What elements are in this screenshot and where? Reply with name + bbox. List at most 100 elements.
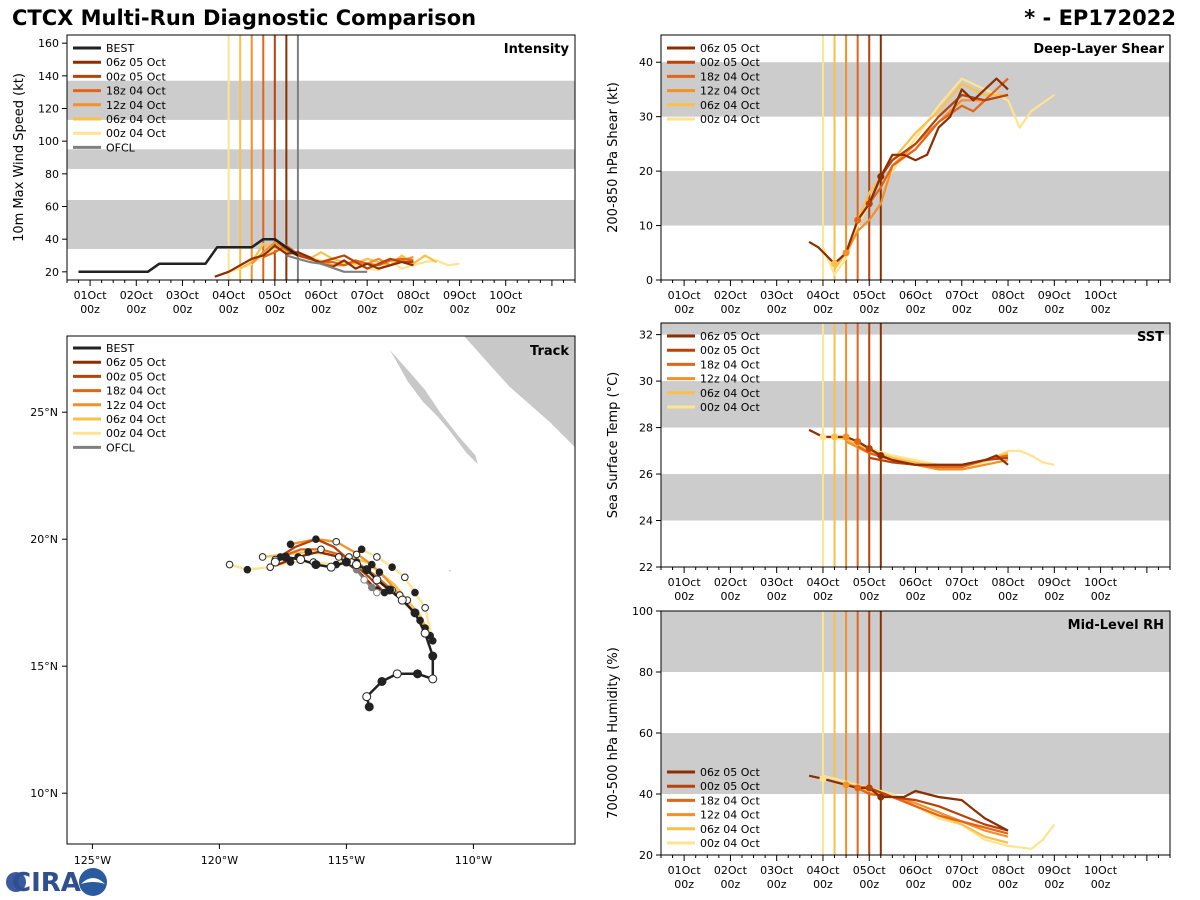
sst-xtick-label-hour: 00z [1091, 590, 1111, 603]
intensity-legend-label: 12z 04 Oct [106, 99, 166, 112]
sst-init-point [842, 433, 850, 441]
track-point-run_00z04 [401, 573, 409, 582]
intensity-ytick-label: 40 [45, 233, 59, 246]
intensity-legend-label: 06z 05 Oct [106, 56, 166, 69]
shear-legend-label: 00z 04 Oct [700, 113, 760, 126]
track-point-ofcl [368, 583, 376, 592]
sst-xtick-label: 07Oct [945, 576, 979, 589]
rh-init-point [819, 775, 827, 783]
sst-legend-label: 12z 04 Oct [700, 373, 760, 386]
rh-init-point [877, 793, 885, 801]
sst-ytick-label: 32 [639, 329, 653, 342]
rh-panel-title: Mid-Level RH [1068, 618, 1164, 633]
track-point-run_12z04 [332, 537, 341, 546]
intensity-series-run_06z05 [214, 244, 414, 278]
rh-xtick-label: 10Oct [1084, 864, 1118, 877]
shear-ytick-label: 40 [639, 56, 653, 69]
track-legend-label: 00z 05 Oct [106, 370, 166, 383]
shear-xtick-label: 03Oct [760, 289, 794, 302]
rh-xtick-label: 06Oct [899, 864, 933, 877]
shear-ylabel: 200-850 hPa Shear (kt) [606, 82, 621, 233]
track-point-best [397, 595, 407, 605]
intensity-legend-label: 18z 04 Oct [106, 85, 166, 98]
rh-xtick-label: 04Oct [806, 864, 840, 877]
track-point-best [326, 562, 336, 572]
track-panel-title: Track [530, 344, 569, 359]
sst-xtick-label: 03Oct [760, 576, 794, 589]
shear-init-point [877, 173, 885, 181]
intensity-xtick-label-hour: 00z [403, 303, 423, 316]
track-point-run_12z04 [368, 560, 376, 569]
shear-series-run_18z04 [856, 77, 1009, 221]
track-point-best [385, 585, 395, 595]
sst-xtick-label: 06Oct [899, 576, 933, 589]
track-legend-label: 06z 05 Oct [106, 356, 166, 369]
track-point-run_06z04 [258, 553, 267, 561]
rh-xtick-label: 03Oct [760, 864, 794, 877]
shear-legend-label: 18z 04 Oct [700, 70, 760, 83]
track-point-run_00z04 [373, 553, 381, 561]
intensity-xtick-label: 09Oct [443, 289, 477, 302]
rh-xtick-label: 01Oct [668, 864, 702, 877]
sst-panel-title: SST [1137, 330, 1164, 345]
sst-xtick-label-hour: 00z [906, 590, 926, 603]
track-legend-label: OFCL [106, 441, 136, 454]
sst-xtick-label-hour: 00z [859, 590, 879, 603]
intensity-xtick-label: 06Oct [304, 289, 338, 302]
sst-ylabel: Sea Surface Temp (°C) [606, 372, 621, 519]
shear-shade-band [661, 62, 1170, 117]
intensity-xtick-label: 03Oct [166, 289, 200, 302]
track-point-ofcl [373, 588, 381, 597]
track-point-best [413, 669, 423, 679]
track-point-run_00z04 [266, 563, 275, 571]
shear-xtick-label: 07Oct [945, 289, 979, 302]
intensity-xtick-label: 01Oct [74, 289, 108, 302]
rh-xtick-label-hour: 00z [1091, 878, 1111, 891]
intensity-xtick-label-hour: 00z [173, 303, 193, 316]
shear-legend-label: 00z 05 Oct [700, 56, 760, 69]
cira-logo-text: CIRA [12, 868, 81, 898]
rh-legend-label: 00z 04 Oct [700, 837, 760, 850]
rh-xtick-label-hour: 00z [721, 878, 741, 891]
shear-legend-label: 06z 05 Oct [700, 42, 760, 55]
sst-ytick-label: 30 [639, 375, 653, 388]
shear-xtick-label: 01Oct [668, 289, 702, 302]
rh-legend-label: 06z 04 Oct [700, 823, 760, 836]
shear-xtick-label-hour: 00z [952, 303, 972, 316]
track-ytick-label: 20°N [30, 533, 58, 546]
shear-panel: 01020304001Oct00z02Oct00z03Oct00z04Oct00… [606, 34, 1171, 316]
sst-xtick-label: 09Oct [1038, 576, 1072, 589]
rh-series-group [808, 774, 1056, 851]
track-point-best [428, 651, 438, 661]
sst-shade-band [661, 474, 1170, 521]
rh-xtick-label: 07Oct [945, 864, 979, 877]
noaa-seal-bird-icon [81, 878, 105, 884]
sst-legend-label: 06z 04 Oct [700, 387, 760, 400]
track-xtick-label: 125°W [74, 854, 111, 867]
intensity-ytick-label: 80 [45, 168, 59, 181]
rh-xtick-label-hour: 00z [952, 878, 972, 891]
page-title: CTCX Multi-Run Diagnostic Comparison [12, 6, 477, 30]
track-xtick-label: 120°W [201, 854, 238, 867]
track-point-best [296, 555, 306, 565]
track-point-run_12z04 [286, 540, 295, 549]
shear-legend-label: 06z 04 Oct [700, 99, 760, 112]
intensity-ytick-label: 100 [38, 135, 59, 148]
intensity-xtick-label: 07Oct [351, 289, 385, 302]
intensity-xtick-label-hour: 00z [357, 303, 377, 316]
rh-init-point [854, 784, 862, 792]
track-point-best [362, 692, 372, 702]
shear-xtick-label-hour: 00z [721, 303, 741, 316]
rh-ytick-label: 20 [639, 849, 653, 862]
track-point-best [311, 560, 321, 570]
landmass-baja-california [380, 336, 480, 467]
shear-xtick-label: 09Oct [1038, 289, 1072, 302]
track-point-run_00z04 [225, 560, 234, 569]
track-ytick-label: 10°N [30, 787, 58, 800]
rh-init-point [842, 781, 850, 789]
shear-init-point [865, 200, 873, 208]
track-legend-label: 12z 04 Oct [106, 399, 166, 412]
track-legend-label: BEST [106, 342, 134, 355]
rh-shade-band [661, 611, 1170, 672]
rh-legend-label: 12z 04 Oct [700, 809, 760, 822]
